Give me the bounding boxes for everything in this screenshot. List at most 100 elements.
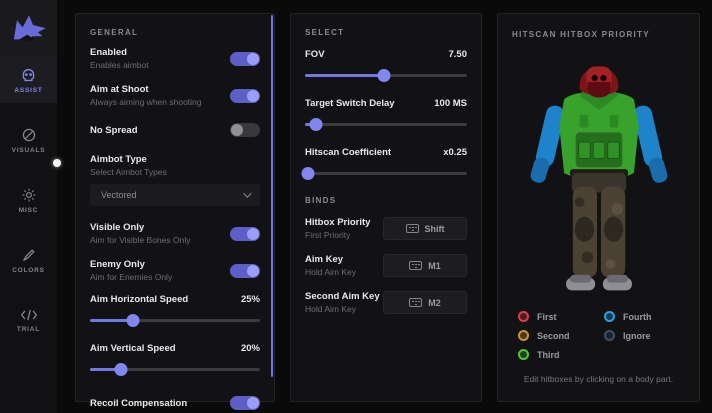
- hitbox-footer-hint: Edit hitboxes by clicking on a body part…: [523, 374, 674, 384]
- legend-item-fourth[interactable]: Fourth: [604, 311, 679, 322]
- visible-only-sublabel: Aim for Visible Bones Only: [90, 235, 191, 245]
- sidebar-item-visuals[interactable]: VISUALS: [0, 117, 57, 163]
- aim-horizontal-speed-label: Aim Horizontal Speed: [90, 294, 189, 305]
- hitbox-priority-label: Hitbox Priority: [305, 217, 371, 228]
- no-spread-toggle[interactable]: [230, 123, 260, 137]
- app-logo[interactable]: [0, 0, 57, 57]
- target-switch-delay-label: Target Switch Delay: [305, 98, 395, 109]
- aim-at-shoot-label: Aim at Shoot: [90, 84, 149, 95]
- visible-only-label: Visible Only: [90, 222, 145, 233]
- second-aim-key-bind-row: Second Aim Key Hold Aim Key M2: [305, 291, 467, 314]
- chevron-down-icon: [243, 189, 252, 198]
- head-hitbox: [579, 66, 618, 98]
- slider-thumb[interactable]: [377, 69, 391, 82]
- slider-thumb[interactable]: [309, 118, 323, 131]
- legs-hitbox: [569, 169, 628, 278]
- slider-thumb[interactable]: [301, 167, 315, 180]
- sidebar: ASSIST VISUALS MISC COLORS TRIA: [0, 0, 57, 413]
- third-priority-dot: [518, 349, 529, 360]
- no-spread-row: No Spread: [90, 123, 260, 137]
- second-aim-key-sublabel: Hold Aim Key: [305, 304, 357, 314]
- code-icon: [20, 309, 37, 320]
- sidebar-item-label: MISC: [18, 206, 39, 214]
- sidebar-item-trial[interactable]: TRIAL: [0, 297, 57, 343]
- contrast-icon: [22, 128, 35, 141]
- sidebar-item-label: VISUALS: [11, 146, 46, 154]
- second-aim-key-label: Second Aim Key: [305, 291, 380, 302]
- legend-item-second[interactable]: Second: [518, 330, 604, 341]
- enabled-row: Enabled Enables aimbot: [90, 47, 260, 70]
- bind-key-label: Shift: [424, 223, 445, 234]
- second-priority-dot: [518, 330, 529, 341]
- aim-key-bind-button[interactable]: M1: [383, 254, 467, 277]
- hitbox-priority-sublabel: First Priority: [305, 230, 351, 240]
- recoil-compensation-toggle[interactable]: [230, 396, 260, 410]
- aimbot-type-group: Aimbot Type Select Aimbot Types Vectored: [90, 154, 260, 206]
- no-spread-label: No Spread: [90, 124, 138, 136]
- enabled-label: Enabled: [90, 47, 127, 58]
- sidebar-item-label: ASSIST: [14, 86, 43, 94]
- target-switch-delay-slider[interactable]: [305, 118, 467, 131]
- aim-vertical-speed-label: Aim Vertical Speed: [90, 343, 176, 354]
- hitscan-coefficient-label: Hitscan Coefficient: [305, 147, 392, 158]
- enabled-sublabel: Enables aimbot: [90, 60, 149, 70]
- binds-section-title: BINDS: [305, 196, 337, 205]
- sidebar-item-misc[interactable]: MISC: [0, 177, 57, 223]
- character-hitbox-model[interactable]: [519, 49, 679, 301]
- sidebar-item-label: TRIAL: [16, 325, 41, 333]
- fov-group: FOV 7.50: [305, 49, 467, 82]
- legend-item-third[interactable]: Third: [518, 349, 604, 360]
- aimbot-type-value: Vectored: [101, 190, 137, 200]
- keyboard-icon: [409, 261, 423, 270]
- enemy-only-toggle[interactable]: [230, 263, 260, 278]
- enemy-only-sublabel: Aim for Enemies Only: [90, 272, 173, 282]
- hitscan-hitbox-panel: HITSCAN HITBOX PRIORITY: [497, 13, 700, 402]
- enemy-only-row: Enemy Only Aim for Enemies Only: [90, 259, 260, 282]
- general-scrollbar[interactable]: [271, 15, 273, 377]
- keyboard-icon: [409, 298, 423, 307]
- sidebar-item-label: COLORS: [12, 266, 45, 274]
- aim-at-shoot-toggle[interactable]: [230, 88, 260, 103]
- sidebar-item-colors[interactable]: COLORS: [0, 237, 57, 283]
- aim-at-shoot-row: Aim at Shoot Always aiming when shooting: [90, 84, 260, 107]
- general-section-title: GENERAL: [90, 28, 139, 37]
- aimbot-type-dropdown[interactable]: Vectored: [90, 184, 260, 206]
- fov-slider[interactable]: [305, 69, 467, 82]
- second-aim-key-bind-button[interactable]: M2: [383, 291, 467, 314]
- hitbox-section-title: HITSCAN HITBOX PRIORITY: [512, 30, 650, 39]
- slider-thumb[interactable]: [126, 314, 139, 327]
- hitscan-coefficient-value: x0.25: [443, 147, 467, 158]
- aim-vertical-speed-slider[interactable]: [90, 363, 260, 376]
- visible-only-toggle[interactable]: [230, 226, 260, 241]
- hitscan-coefficient-group: Hitscan Coefficient x0.25: [301, 147, 467, 180]
- hitbox-priority-bind-row: Hitbox Priority First Priority Shift: [305, 217, 467, 240]
- aim-at-shoot-sublabel: Always aiming when shooting: [90, 97, 202, 107]
- brush-icon: [22, 248, 35, 261]
- aim-vertical-speed-value: 20%: [240, 343, 260, 354]
- recoil-compensation-label: Recoil Compensation: [90, 397, 188, 409]
- hitbox-priority-bind-button[interactable]: Shift: [383, 217, 467, 240]
- hitscan-coefficient-slider[interactable]: [301, 167, 467, 180]
- aim-key-label: Aim Key: [305, 254, 344, 265]
- aim-key-sublabel: Hold Aim Key: [305, 267, 357, 277]
- aim-horizontal-speed-group: Aim Horizontal Speed 25%: [90, 294, 260, 327]
- legend-item-first[interactable]: First: [518, 311, 604, 322]
- select-section-title: SELECT: [305, 28, 345, 37]
- general-panel: GENERAL Enabled Enables aimbot Aim at Sh…: [75, 13, 275, 410]
- ignore-priority-dot: [604, 330, 615, 341]
- first-priority-dot: [518, 311, 529, 322]
- hitbox-legend: First Fourth Second Ignore Third: [518, 311, 679, 360]
- torso-hitbox: [558, 85, 639, 180]
- legend-item-ignore[interactable]: Ignore: [604, 330, 679, 341]
- wolf-logo-icon: [13, 14, 46, 42]
- enabled-toggle[interactable]: [230, 51, 260, 66]
- aim-key-bind-row: Aim Key Hold Aim Key M1: [305, 254, 467, 277]
- sidebar-item-assist[interactable]: ASSIST: [0, 57, 57, 103]
- shoes: [565, 274, 632, 291]
- slider-thumb[interactable]: [114, 363, 128, 376]
- fov-value: 7.50: [448, 49, 468, 60]
- aim-horizontal-speed-slider[interactable]: [90, 314, 260, 327]
- mouse-cursor-dot: [53, 159, 61, 167]
- bind-key-label: M2: [428, 297, 441, 308]
